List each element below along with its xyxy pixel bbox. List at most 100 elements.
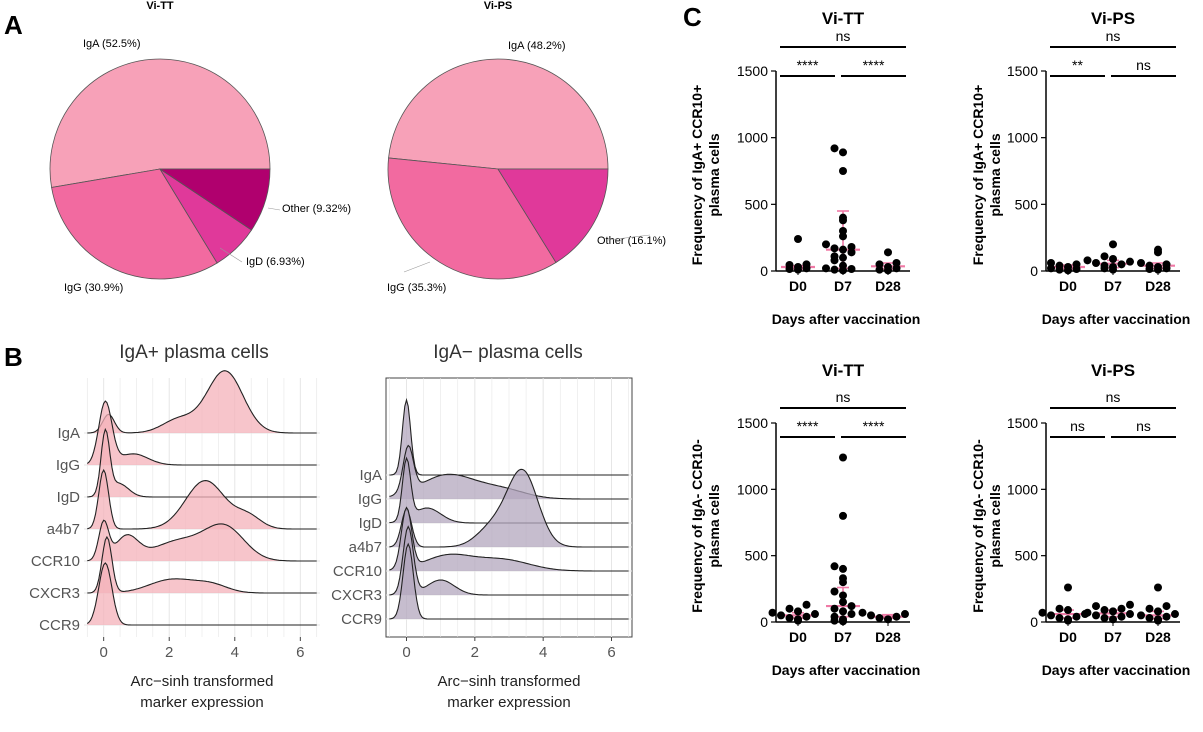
scatter-vitt-pos-ylabel: plasma cells (706, 133, 722, 216)
scatter-vips-neg-point (1092, 611, 1100, 620)
pie-vitt-slice-igg (51, 168, 218, 280)
ridge-neg-xtick-label: 4 (539, 644, 547, 661)
ridge-pos-ridge-line-iga (87, 370, 317, 434)
pie-vips-label-iga: IgA (48.2%) (508, 40, 565, 52)
scatter-vips-neg-ytick-label: 0 (1030, 614, 1038, 630)
scatter-vitt-neg-ytick-label: 1000 (737, 481, 768, 497)
ridge-neg-ridge-ccr10 (389, 507, 629, 571)
scatter-vitt-neg-sig-star: **** (863, 418, 885, 434)
pie-vips-slice-igg (387, 157, 557, 280)
scatter-vitt-pos-xtick-label-d7: D7 (834, 278, 852, 294)
ridge-pos-row-label-a4b7: a4b7 (47, 521, 80, 538)
pie-vitt-leader-3 (267, 207, 281, 211)
ridge-pos-ridge-line-ccr10 (87, 519, 317, 562)
ridge-neg-ridge-line-cxcr3 (389, 525, 629, 596)
scatter-vitt-neg-point (839, 511, 847, 520)
scatter-vips-pos-point (1137, 259, 1145, 267)
ridge-pos-xtick-label: 2 (165, 644, 173, 661)
scatter-vips-neg-point (1092, 602, 1100, 611)
ridge-pos-xtick-label: 4 (231, 644, 239, 661)
scatter-vitt-neg-ylabel: plasma cells (706, 484, 722, 567)
scatter-vips-neg-ytick-label: 500 (1015, 548, 1039, 564)
scatter-vips-neg-point (1162, 612, 1171, 621)
scatter-vitt-pos-point (794, 263, 802, 271)
scatter-vitt-neg-point (802, 600, 811, 609)
ridge-pos-row-label-igd: IgD (57, 489, 81, 506)
pie-vips-leader-1 (403, 261, 431, 273)
pie-vitt: Vi-TT IgA (52.5%) IgG (30.9%) IgD (6.93%) Ot… (49, 0, 351, 294)
scatter-vips-neg-sig-ns: ns (1136, 418, 1151, 434)
scatter-vitt-neg-ylabel: Frequency of IgA- CCR10- (689, 439, 705, 613)
scatter-vitt-neg-point (839, 598, 847, 607)
scatter-vips-neg-point (1171, 610, 1179, 619)
scatter-vitt-pos-xlabel: Days after vaccination (772, 311, 921, 327)
scatter-vitt-pos-point (839, 148, 847, 157)
ridge-pos-ridge-line-cxcr3 (87, 535, 317, 594)
scatter-vips-neg-point (1064, 606, 1072, 615)
pie-vips-slice-other (497, 168, 609, 264)
scatter-vips-neg-ylabel: plasma cells (987, 484, 1003, 567)
scatter-vitt-neg-point (847, 602, 856, 611)
scatter-vitt-neg-point (794, 607, 802, 616)
ridge-pos-row-label-ccr10: CCR10 (31, 553, 80, 570)
scatter-vips-neg-point (1145, 614, 1154, 623)
pie-vitt-label-igd: IgD (6.93%) (246, 256, 305, 268)
scatter-vitt-neg-point (768, 608, 777, 617)
scatter-vips-pos-point (1117, 260, 1126, 269)
scatter-vitt-pos-point (830, 244, 839, 253)
scatter-vips-pos-point (1064, 263, 1072, 271)
scatter-vips-neg-ytick-label: 1500 (1007, 415, 1038, 431)
scatter-vitt-neg-point (847, 610, 856, 619)
scatter-vitt-pos-point (830, 252, 839, 261)
scatter-vitt-neg-sig-ns: ns (836, 389, 851, 405)
scatter-vitt-neg-ytick-label: 0 (760, 614, 768, 630)
scatter-vitt-pos-xtick-label-d0: D0 (789, 278, 807, 294)
scatter-vips-pos-ytick-label: 0 (1030, 263, 1038, 279)
scatter-vitt-neg-point (811, 610, 819, 619)
scatter-vips-neg-point (1064, 615, 1072, 624)
scatter-vips-neg-xlabel: Days after vaccination (1042, 662, 1191, 678)
ridge-pos-xlabel: marker expression (140, 694, 263, 711)
scatter-vitt-pos-point (839, 245, 847, 254)
ridge-neg-ridge-ccr9 (389, 544, 629, 619)
scatter-vitt-neg-xtick-label-d0: D0 (789, 629, 807, 645)
ridge-pos-ridge-line-igg (86, 400, 317, 466)
ridge-neg-row-label-ccr9: CCR9 (341, 611, 382, 628)
ridge-neg-xlabel: marker expression (447, 694, 570, 711)
scatter-vitt-pos-ytick-label: 500 (745, 196, 769, 212)
scatter-vitt-pos-sig-star: **** (797, 57, 819, 73)
scatter-vips-pos-point (1109, 255, 1117, 263)
scatter-vips-pos-ytick-label: 1500 (1007, 63, 1038, 79)
scatter-vitt-neg-point (794, 615, 802, 624)
scatter-vips-pos-point (1154, 263, 1162, 271)
scatter-vips-neg-xtick-label-d7: D7 (1104, 629, 1122, 645)
scatter-vips-neg-title: Vi-PS (1091, 361, 1135, 380)
scatter-vitt-neg-xlabel: Days after vaccination (772, 662, 921, 678)
pie-vitt-label-iga: IgA (52.5%) (83, 38, 140, 50)
scatter-vitt-neg-point (785, 614, 794, 623)
scatter-vips-pos-point (1047, 259, 1055, 267)
scatter-vitt-neg-point (867, 611, 875, 620)
pie-vitt-slice-other (158, 168, 271, 231)
scatter-vitt-neg-point (839, 591, 847, 600)
scatter-vitt-pos-point (785, 261, 794, 269)
scatter-vips-neg-point (1154, 607, 1162, 616)
pie-vitt-slice-iga (49, 58, 271, 188)
ridge-neg-ridge-line-ccr9 (389, 542, 629, 620)
ridge-neg-ridge-igg (389, 445, 629, 499)
pie-vips-title: Vi-PS (484, 0, 513, 12)
pie-vitt-label-other: Other (9.32%) (282, 203, 351, 215)
panel-label-b: B (4, 342, 23, 372)
scatter-vitt-pos-point (839, 213, 847, 222)
scatter-vips-pos-point (1055, 261, 1064, 270)
ridge-pos-row-label-igg: IgG (56, 457, 80, 474)
scatter-vitt-pos-point (847, 265, 856, 273)
scatter-vitt-pos-ylabel: Frequency of IgA+ CCR10+ (689, 85, 705, 266)
scatter-vips-pos-point (1154, 245, 1162, 254)
scatter-vips-neg-point (1154, 583, 1162, 592)
scatter-vips-neg-point (1126, 600, 1134, 609)
scatter-vitt-neg-point (830, 612, 839, 621)
scatter-vips-neg-point (1109, 607, 1117, 616)
ridge-pos-ridge-a4b7 (87, 470, 317, 529)
scatter-vips-neg-xtick-label-d28: D28 (1145, 629, 1171, 645)
